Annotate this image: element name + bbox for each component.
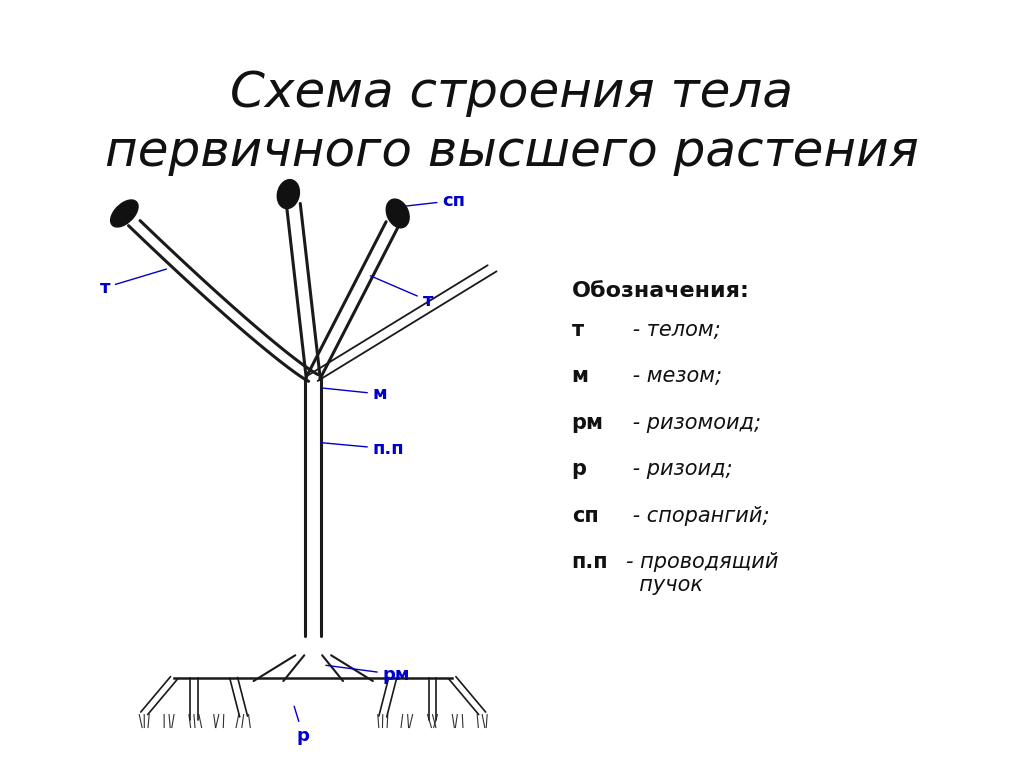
Text: рм: рм [571, 413, 603, 433]
Text: Схема строения тела
первичного высшего растения: Схема строения тела первичного высшего р… [105, 69, 919, 176]
Text: м: м [571, 367, 589, 387]
Text: - мезом;: - мезом; [627, 367, 722, 387]
Text: сп: сп [571, 505, 598, 525]
Ellipse shape [111, 200, 138, 227]
Text: - ризомоид;: - ризомоид; [627, 413, 761, 433]
Ellipse shape [386, 199, 410, 228]
Text: рм: рм [326, 665, 411, 683]
Ellipse shape [278, 179, 299, 209]
Text: Обозначения:: Обозначения: [571, 281, 750, 301]
Text: п.п: п.п [321, 439, 404, 458]
Text: р: р [294, 706, 309, 745]
Text: - ризоид;: - ризоид; [627, 459, 733, 479]
Text: - проводящий
  пучок: - проводящий пучок [627, 552, 779, 595]
Text: т: т [371, 276, 433, 310]
Text: - спорангий;: - спорангий; [627, 505, 770, 525]
Text: п.п: п.п [571, 552, 608, 572]
Text: - телом;: - телом; [627, 320, 721, 340]
Text: т: т [571, 320, 584, 340]
Text: р: р [571, 459, 587, 479]
Text: сп: сп [400, 192, 466, 209]
Text: т: т [99, 269, 167, 297]
Text: м: м [321, 385, 387, 403]
